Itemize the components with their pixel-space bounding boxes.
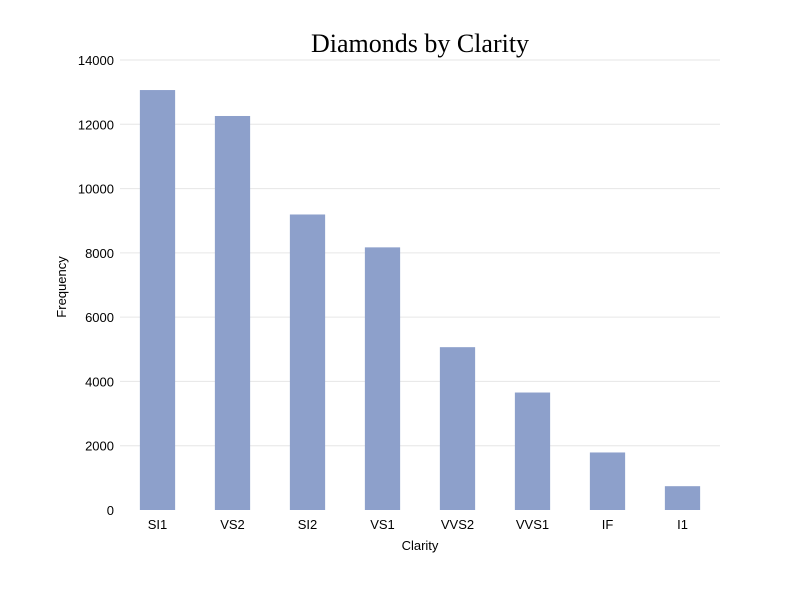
x-tick-label: SI2 bbox=[298, 517, 318, 532]
y-axis-label: Frequency bbox=[54, 256, 69, 318]
y-tick-label: 14000 bbox=[78, 53, 114, 68]
y-tick-label: 12000 bbox=[78, 117, 114, 132]
bar-si2 bbox=[289, 214, 326, 510]
x-tick-label: VS2 bbox=[220, 517, 245, 532]
y-tick-label: 8000 bbox=[85, 246, 114, 261]
bar-vs2 bbox=[214, 115, 251, 510]
bars bbox=[139, 90, 701, 510]
x-tick-labels: SI1 VS2 SI2 VS1 VVS2 VVS1 IF I1 bbox=[148, 517, 688, 532]
bar-if bbox=[589, 452, 626, 510]
bar-vvs2 bbox=[439, 347, 476, 510]
y-tick-label: 0 bbox=[107, 503, 114, 518]
x-tick-label: VVS1 bbox=[516, 517, 549, 532]
grid-lines bbox=[120, 59, 720, 447]
chart-title: Diamonds by Clarity bbox=[311, 29, 529, 58]
x-tick-label: VS1 bbox=[370, 517, 395, 532]
y-tick-label: 10000 bbox=[78, 182, 114, 197]
bar-vvs1 bbox=[514, 392, 551, 510]
y-tick-labels: 0 2000 4000 6000 8000 10000 12000 14000 bbox=[78, 53, 114, 518]
y-tick-label: 2000 bbox=[85, 439, 114, 454]
bar-si1 bbox=[139, 90, 176, 510]
y-tick-label: 4000 bbox=[85, 374, 114, 389]
x-tick-label: SI1 bbox=[148, 517, 168, 532]
bar-vs1 bbox=[364, 247, 401, 510]
x-tick-label: I1 bbox=[677, 517, 688, 532]
x-tick-label: IF bbox=[602, 517, 614, 532]
x-axis-label: Clarity bbox=[402, 538, 439, 553]
y-tick-label: 6000 bbox=[85, 310, 114, 325]
bar-i1 bbox=[664, 486, 701, 510]
x-tick-label: VVS2 bbox=[441, 517, 474, 532]
